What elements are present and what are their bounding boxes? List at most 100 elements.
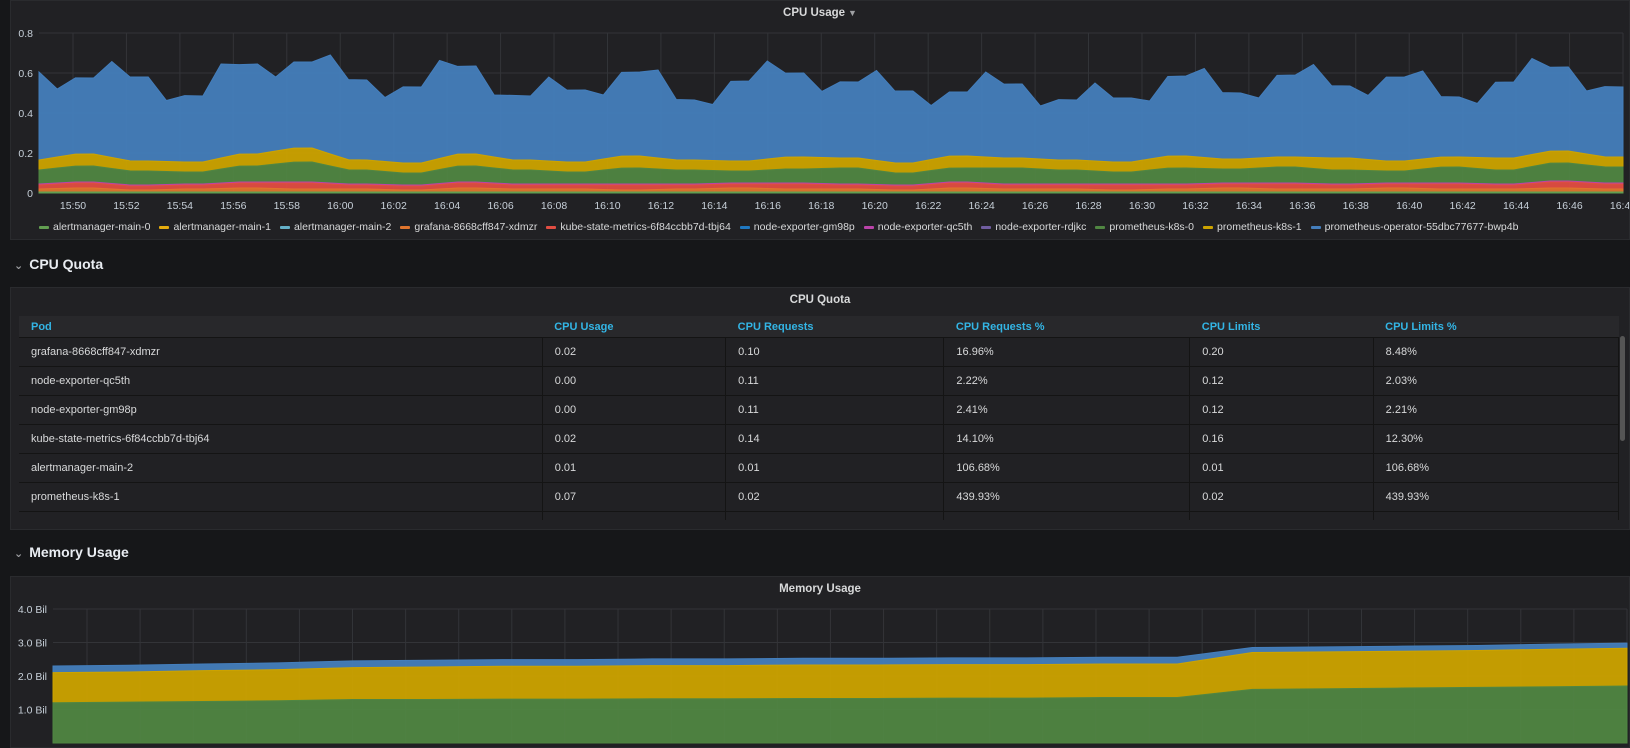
- legend-item[interactable]: node-exporter-rdjkc: [981, 221, 1086, 233]
- cpu-quota-row-header[interactable]: ⌄ CPU Quota: [14, 256, 103, 272]
- table-cell: 0.02: [1189, 482, 1374, 512]
- table-cell: 0.01: [542, 453, 727, 483]
- memory-usage-chart[interactable]: 1.0 Bil 2.0 Bil 3.0 Bil 4.0 Bil: [11, 577, 1629, 747]
- memory-usage-row-header[interactable]: ⌄ Memory Usage: [14, 544, 129, 560]
- y-tick-label: 4.0 Bil: [18, 604, 47, 616]
- legend-label: prometheus-k8s-0: [1109, 221, 1195, 233]
- y-tick-label: 3.0 Bil: [18, 638, 47, 650]
- table-cell: 0.00: [542, 366, 727, 396]
- memory-usage-panel: Memory Usage 1.0 Bil 2.0 Bil 3.0 Bil 4.0 Bi…: [10, 576, 1630, 748]
- x-tick-label: 16:38: [1343, 200, 1369, 211]
- table-cell: 0.01: [725, 453, 945, 483]
- x-tick-label: 16:24: [968, 200, 994, 211]
- table-cell: 0.10: [725, 337, 945, 367]
- series-area-alertmanager-main-0[interactable]: [38, 191, 1624, 194]
- cpu-usage-panel-title[interactable]: CPU Usage ▼: [11, 7, 1629, 19]
- table-row[interactable]: node-exporter-qc5th 0.00 0.11 2.22% 0.12 2.03…: [19, 366, 1620, 396]
- table-cell: 0.02: [725, 482, 945, 512]
- table-cell: alertmanager-main-2: [19, 453, 543, 483]
- table-row[interactable]: node-exporter-gm98p 0.00 0.11 2.41% 0.12 2.21…: [19, 395, 1620, 425]
- legend-swatch: [1095, 225, 1106, 229]
- cpu-quota-table: Pod CPU Usage CPU Requests CPU Requests % CP…: [19, 316, 1620, 520]
- table-cell: 0.07: [542, 482, 727, 512]
- series-area-prometheus-operator-55dbc77677-bwp4b[interactable]: [38, 54, 1624, 164]
- table-cell: 439.93%: [1373, 482, 1620, 512]
- table-cell: 0.16: [1189, 424, 1374, 454]
- x-tick-label: 16:22: [915, 200, 941, 211]
- legend-swatch: [981, 225, 992, 229]
- table-cell: 12.30%: [1373, 424, 1620, 454]
- table-cell: 0.01: [542, 511, 727, 520]
- chevron-down-icon[interactable]: ▼: [848, 8, 857, 18]
- y-tick-label: 0: [27, 188, 33, 200]
- table-cell: 14.10%: [943, 424, 1191, 454]
- x-tick-label: 16:02: [381, 200, 407, 211]
- legend-label: kube-state-metrics-6f84ccbb7d-tbj64: [560, 221, 731, 233]
- legend-item[interactable]: node-exporter-gm98p: [739, 221, 855, 233]
- table-cell: node-exporter-qc5th: [19, 366, 543, 396]
- table-cell: 0.01: [1189, 453, 1374, 483]
- legend-item[interactable]: prometheus-k8s-0: [1095, 221, 1194, 233]
- table-cell: 0.02: [542, 424, 727, 454]
- x-tick-label: 16:26: [1022, 200, 1048, 211]
- legend-item[interactable]: alertmanager-main-2: [279, 221, 392, 233]
- table-cell: 0.01: [725, 511, 945, 520]
- legend-swatch: [39, 225, 49, 229]
- column-header[interactable]: CPU Requests: [725, 316, 944, 338]
- table-cell: 8.48%: [1373, 337, 1620, 367]
- column-header[interactable]: CPU Limits: [1189, 316, 1374, 338]
- legend-swatch: [863, 225, 874, 229]
- memory-usage-row-title: Memory Usage: [29, 544, 129, 560]
- x-tick-label: 16:10: [594, 200, 620, 211]
- table-row[interactable]: kube-state-metrics-6f84ccbb7d-tbj64 0.02 0…: [19, 424, 1620, 454]
- table-cell: node-exporter-gm98p: [19, 395, 543, 425]
- legend-swatch: [546, 225, 557, 229]
- y-tick-label: 2.0 Bil: [18, 671, 47, 683]
- series-area-grafana-8668cff847-xdmzr[interactable]: [38, 187, 1624, 193]
- legend-item[interactable]: alertmanager-main-0: [39, 221, 150, 233]
- cpu-usage-title-text: CPU Usage: [783, 7, 846, 19]
- chevron-down-icon[interactable]: ⌄: [14, 260, 24, 272]
- table-row[interactable]: grafana-8668cff847-xdmzr 0.02 0.10 16.96% 0.…: [19, 337, 1620, 367]
- legend-item[interactable]: prometheus-k8s-1: [1203, 221, 1302, 233]
- column-header[interactable]: Pod: [19, 316, 543, 338]
- table-header-row: Pod CPU Usage CPU Requests CPU Requests % CP…: [19, 316, 1619, 338]
- table-cell: 0.12: [1189, 366, 1374, 396]
- x-tick-label: 16:04: [434, 200, 460, 211]
- table-row[interactable]: alertmanager-main-2 0.01 0.01 106.68% 0.01 10…: [19, 453, 1620, 483]
- cpu-usage-chart[interactable]: 0 0.2 0.4 0.6 0.8 15:50 15:52 15:54 15:56 15:58 16…: [11, 1, 1629, 211]
- x-tick-label: 15:50: [60, 200, 86, 211]
- series-area-green[interactable]: [52, 685, 1628, 744]
- x-tick-label: 16:34: [1236, 200, 1262, 211]
- table-cell: 0.01: [1189, 511, 1374, 520]
- column-header[interactable]: CPU Requests %: [943, 316, 1190, 338]
- legend-swatch: [400, 225, 411, 229]
- table-cell: grafana-8668cff847-xdmzr: [19, 337, 543, 367]
- legend-item[interactable]: alertmanager-main-1: [159, 221, 271, 233]
- table-cell: 106.68%: [943, 453, 1191, 483]
- table-scrollbar[interactable]: [1620, 336, 1625, 441]
- table-row[interactable]: alertmanager-main-00.010.01101.74%0.0110…: [19, 511, 1620, 520]
- column-header[interactable]: CPU Usage: [542, 316, 726, 338]
- column-header[interactable]: CPU Limits %: [1373, 316, 1619, 338]
- table-cell: 2.41%: [943, 395, 1191, 425]
- table-cell: kube-state-metrics-6f84ccbb7d-tbj64: [19, 424, 543, 454]
- table-cell: 106.68%: [1373, 453, 1620, 483]
- x-tick-label: 15:56: [220, 200, 246, 211]
- legend-label: alertmanager-main-1: [173, 221, 271, 233]
- legend-item[interactable]: node-exporter-qc5th: [863, 221, 972, 233]
- table-cell: 0.02: [542, 337, 727, 367]
- legend-label: prometheus-operator-55dbc77677-bwp4b: [1324, 221, 1519, 233]
- table-row[interactable]: prometheus-k8s-1 0.07 0.02 439.93% 0.02 439.9…: [19, 482, 1620, 512]
- legend-label: node-exporter-rdjkc: [995, 221, 1087, 233]
- y-tick-label: 1.0 Bil: [18, 705, 47, 717]
- table-cell: 439.93%: [943, 482, 1191, 512]
- legend-item[interactable]: kube-state-metrics-6f84ccbb7d-tbj64: [546, 221, 731, 233]
- x-tick-label: 16:32: [1182, 200, 1208, 211]
- legend-item[interactable]: prometheus-operator-55dbc77677-bwp4b: [1310, 221, 1519, 233]
- legend-item[interactable]: grafana-8668cff847-xdmzr: [400, 221, 537, 233]
- chevron-down-icon[interactable]: ⌄: [14, 548, 24, 560]
- legend-label: alertmanager-main-2: [293, 221, 392, 233]
- table-cell: 0.12: [1189, 395, 1374, 425]
- table-cell: 16.96%: [943, 337, 1191, 367]
